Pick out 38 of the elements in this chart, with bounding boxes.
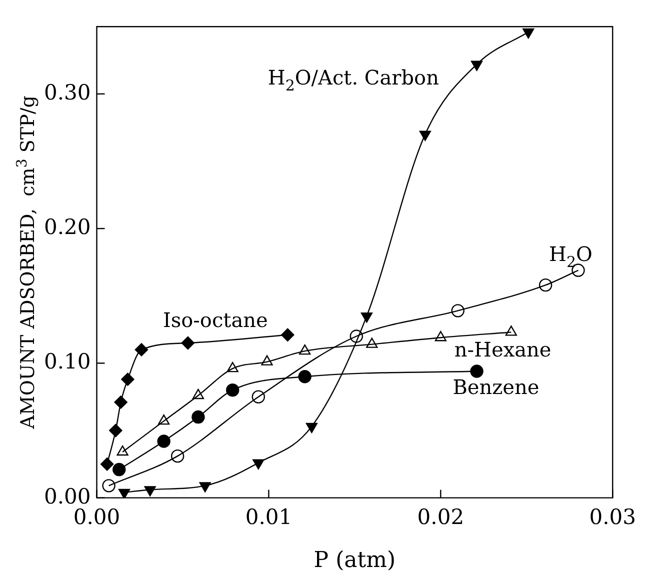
point	[158, 414, 170, 425]
point	[100, 458, 114, 471]
y-tick-label: 0.10	[44, 350, 91, 374]
point	[157, 434, 170, 448]
point	[112, 462, 126, 476]
x-tick-label: 0.02	[417, 504, 464, 529]
point	[118, 488, 130, 498]
series-label: Benzene	[452, 375, 540, 400]
y-tick-label: 0.30	[44, 80, 91, 104]
x-tick-label: 0.01	[245, 504, 292, 529]
point	[102, 479, 116, 492]
point	[298, 370, 312, 384]
x-axis-title: P (atm)	[314, 548, 396, 573]
point	[252, 390, 265, 404]
point	[419, 130, 431, 141]
point	[121, 372, 134, 386]
point	[470, 364, 484, 378]
point	[109, 424, 122, 438]
point	[226, 383, 240, 397]
point	[114, 396, 128, 409]
point	[522, 28, 534, 39]
point	[470, 60, 483, 71]
point	[192, 388, 204, 400]
point	[192, 410, 205, 424]
x-tick-label: 0.03	[589, 504, 636, 529]
y-tick-label: 0.20	[44, 214, 91, 239]
point	[451, 304, 464, 318]
point	[350, 330, 364, 343]
point	[170, 449, 184, 463]
y-axis-title: AMOUNT ADSORBED, cm3 STP/g	[14, 96, 39, 430]
point	[116, 445, 128, 456]
series-label: n-Hexane	[454, 337, 552, 362]
point	[281, 328, 294, 342]
point	[181, 336, 194, 350]
series-label: Iso-octane	[162, 308, 268, 332]
point	[360, 312, 373, 323]
point	[134, 343, 148, 356]
point	[538, 278, 552, 292]
